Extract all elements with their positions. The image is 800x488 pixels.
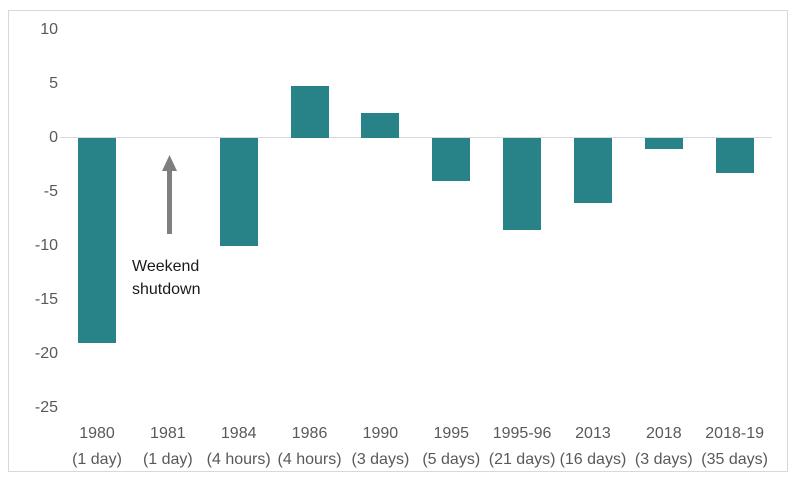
- bar-1990: [361, 113, 400, 138]
- y-tick-label--10: -10: [34, 237, 58, 254]
- y-tick-label--5: -5: [43, 183, 58, 200]
- y-tick-label--20: -20: [34, 345, 58, 362]
- x-tick-year: 1986: [291, 425, 328, 442]
- chart-frame: 10 5 0 -5 -10 -15 -20 -25 1980 (1 day) 1981 (1 day…: [8, 10, 788, 472]
- x-tick-year: 2018: [646, 425, 682, 442]
- bar-1995: [432, 138, 471, 182]
- bar-1995-96: [503, 138, 542, 230]
- y-tick-label--15: -15: [34, 291, 58, 308]
- x-tick-duration: (21 days): [488, 451, 556, 468]
- x-tick-duration: (4 hours): [277, 451, 342, 468]
- x-tick-year: 1980: [79, 425, 115, 442]
- x-tick-label-1990: 1990 (3 days): [340, 421, 420, 473]
- x-tick-year: 1990: [362, 425, 399, 442]
- x-tick-label-2018: 2018 (3 days): [624, 421, 704, 473]
- annotation-text: Weekend shutdown: [132, 255, 201, 301]
- y-tick-label-10: 10: [40, 21, 58, 38]
- y-tick-label--25: -25: [34, 399, 58, 416]
- zero-axis-line: [60, 137, 772, 138]
- x-tick-label-1995: 1995 (5 days): [411, 421, 491, 473]
- x-tick-duration: (5 days): [422, 451, 481, 468]
- x-tick-duration: (3 days): [351, 451, 410, 468]
- x-tick-year: 1984: [220, 425, 257, 442]
- x-tick-year: 1995: [433, 425, 470, 442]
- x-tick-duration: (1 day): [72, 451, 122, 468]
- annotation-line-1: Weekend: [132, 258, 200, 275]
- x-tick-label-1984: 1984 (4 hours): [199, 421, 279, 473]
- bar-2018: [644, 138, 683, 149]
- x-tick-label-1980: 1980 (1 day): [57, 421, 137, 473]
- x-tick-label-2018-19: 2018-19 (35 days): [695, 421, 775, 473]
- x-tick-duration: (16 days): [559, 451, 627, 468]
- bar-1984: [219, 138, 258, 246]
- x-tick-duration: (35 days): [701, 451, 768, 468]
- y-tick-label-0: 0: [49, 129, 58, 146]
- x-tick-label-1981: 1981 (1 day): [128, 421, 208, 473]
- x-tick-duration: (1 day): [142, 451, 193, 468]
- annotation-line-2: shutdown: [132, 281, 201, 298]
- y-tick-label-5: 5: [49, 75, 58, 92]
- x-tick-duration: (3 days): [634, 451, 693, 468]
- x-tick-duration: (4 hours): [206, 451, 271, 468]
- x-tick-year: 2018-19: [705, 425, 764, 442]
- bar-1980: [78, 138, 116, 344]
- x-tick-label-1986: 1986 (4 hours): [270, 421, 350, 473]
- bar-1986: [290, 86, 329, 138]
- x-tick-label-1995-96: 1995-96 (21 days): [482, 421, 562, 473]
- bar-2018-19: [715, 138, 754, 173]
- bar-2013: [573, 138, 612, 203]
- up-arrow-icon: [162, 155, 177, 234]
- x-tick-year: 2013: [575, 425, 611, 442]
- x-tick-label-2013: 2013 (16 days): [553, 421, 633, 473]
- x-tick-year: 1981: [150, 425, 186, 442]
- x-tick-year: 1995-96: [492, 425, 552, 442]
